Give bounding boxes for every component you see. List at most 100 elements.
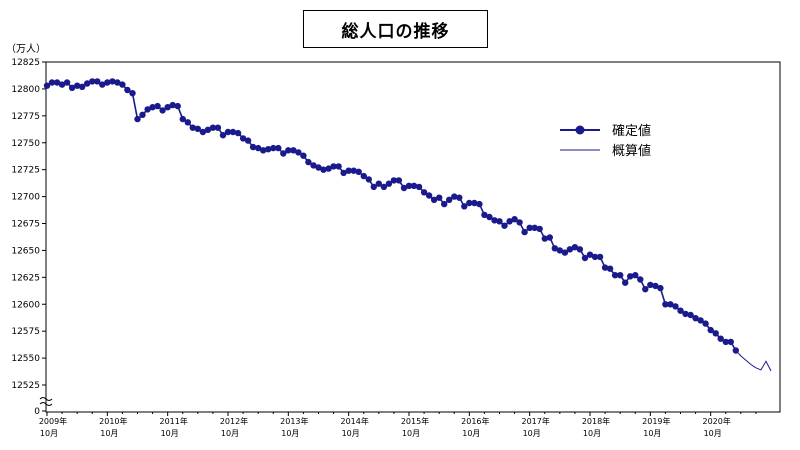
data-point-confirmed — [652, 282, 659, 290]
legend-confirmed-label: 確定値 — [612, 123, 651, 139]
x-tick-month: 10月 — [643, 429, 661, 438]
data-point-confirmed — [239, 135, 247, 142]
data-point-confirmed — [546, 234, 553, 241]
data-point-confirmed — [722, 338, 729, 346]
data-point-confirmed — [53, 79, 61, 86]
data-point-confirmed — [154, 102, 161, 110]
data-point-confirmed — [717, 335, 724, 342]
y-tick-label: 12725 — [11, 166, 40, 176]
chart-title: 総人口の推移 — [341, 21, 450, 42]
y-axis-unit-label: （万人） — [6, 44, 46, 55]
data-point-confirmed — [300, 152, 307, 159]
y-tick-label: 12825 — [11, 58, 40, 68]
data-point-confirmed — [702, 320, 709, 327]
data-point-confirmed — [591, 253, 599, 261]
data-point-confirmed — [365, 176, 372, 183]
series-layer — [43, 78, 772, 372]
axis-break-wave — [39, 397, 53, 401]
data-point-confirmed — [436, 194, 443, 201]
data-point-confirmed — [119, 81, 126, 88]
x-tick-year: 2017年 — [521, 416, 549, 426]
data-point-confirmed — [682, 310, 689, 318]
data-point-confirmed — [310, 162, 317, 169]
data-point-confirmed — [229, 128, 237, 136]
data-point-confirmed — [214, 124, 222, 131]
y-tick-label: 12550 — [11, 354, 40, 364]
data-point-confirmed — [79, 83, 86, 91]
axis-break-wave — [39, 402, 53, 406]
data-point-confirmed — [516, 219, 523, 226]
data-point-confirmed — [707, 326, 714, 334]
x-tick-month: 10月 — [342, 429, 360, 438]
x-tick-month: 10月 — [281, 429, 299, 438]
data-point-confirmed — [224, 128, 232, 136]
y-tick-label: 12600 — [11, 300, 40, 310]
x-tick-month: 10月 — [462, 429, 480, 438]
data-point-confirmed — [657, 284, 664, 292]
data-point-confirmed — [506, 218, 513, 225]
data-point-confirmed — [596, 253, 604, 261]
y-tick-label: 0 — [34, 407, 40, 417]
data-point-confirmed — [370, 183, 377, 191]
data-point-confirmed — [149, 104, 156, 111]
data-point-confirmed — [476, 200, 483, 208]
data-point-confirmed — [486, 213, 493, 221]
data-point-confirmed — [204, 126, 212, 133]
y-tick-label: 12775 — [11, 112, 40, 122]
data-point-confirmed — [687, 311, 694, 319]
data-point-confirmed — [662, 301, 669, 308]
data-point-confirmed — [199, 128, 207, 136]
y-tick-label: 12625 — [11, 273, 40, 283]
x-tick-month: 10月 — [221, 429, 239, 438]
data-point-confirmed — [345, 167, 352, 174]
data-point-confirmed — [179, 115, 186, 123]
data-point-confirmed — [124, 86, 131, 94]
x-tick-year: 2013年 — [280, 416, 308, 426]
data-point-confirmed — [330, 163, 337, 170]
data-point-confirmed — [89, 78, 96, 85]
data-point-confirmed — [295, 149, 302, 156]
x-tick-year: 2019年 — [642, 416, 670, 426]
x-tick-month: 10月 — [100, 429, 118, 438]
data-point-confirmed — [280, 150, 287, 157]
data-point-confirmed — [290, 147, 297, 154]
data-point-confirmed — [410, 182, 418, 189]
data-point-confirmed — [642, 286, 649, 293]
data-point-confirmed — [732, 347, 739, 354]
x-tick-year: 2011年 — [159, 416, 187, 426]
y-tick-label: 12675 — [11, 220, 40, 230]
legend: 確定値 概算値 — [560, 123, 651, 159]
legend-confirmed-marker — [575, 125, 585, 135]
x-tick-month: 10月 — [523, 429, 541, 438]
data-point-confirmed — [617, 272, 624, 279]
data-point-confirmed — [84, 80, 91, 87]
x-tick-month: 10月 — [40, 429, 58, 438]
x-tick-month: 10月 — [583, 429, 601, 438]
data-point-confirmed — [712, 330, 719, 337]
data-point-confirmed — [677, 307, 684, 314]
x-tick-month: 10月 — [704, 429, 722, 438]
data-point-confirmed — [571, 244, 579, 251]
x-tick-year: 2015年 — [401, 416, 429, 426]
x-axis: 2009年 10月 2010年 10月 2011年 10月 2012年 10月 2013年 10月… — [39, 412, 757, 438]
data-point-confirmed — [315, 164, 322, 171]
data-point-confirmed — [144, 106, 151, 113]
data-point-confirmed — [385, 180, 393, 187]
data-point-confirmed — [260, 147, 267, 154]
data-point-confirmed — [541, 235, 548, 242]
data-point-confirmed — [430, 196, 438, 203]
data-point-confirmed — [134, 115, 141, 123]
data-point-confirmed — [174, 102, 181, 110]
data-point-confirmed — [501, 222, 508, 229]
data-point-confirmed — [556, 247, 563, 254]
y-tick-label: 12800 — [11, 85, 40, 95]
x-tick-month: 10月 — [402, 429, 420, 438]
data-point-confirmed — [692, 315, 699, 322]
data-point-confirmed — [74, 82, 81, 89]
series-line-estimate — [735, 350, 772, 372]
data-point-confirmed — [63, 79, 71, 86]
data-point-confirmed — [632, 272, 639, 279]
data-point-confirmed — [234, 129, 242, 137]
data-point-confirmed — [471, 199, 478, 207]
